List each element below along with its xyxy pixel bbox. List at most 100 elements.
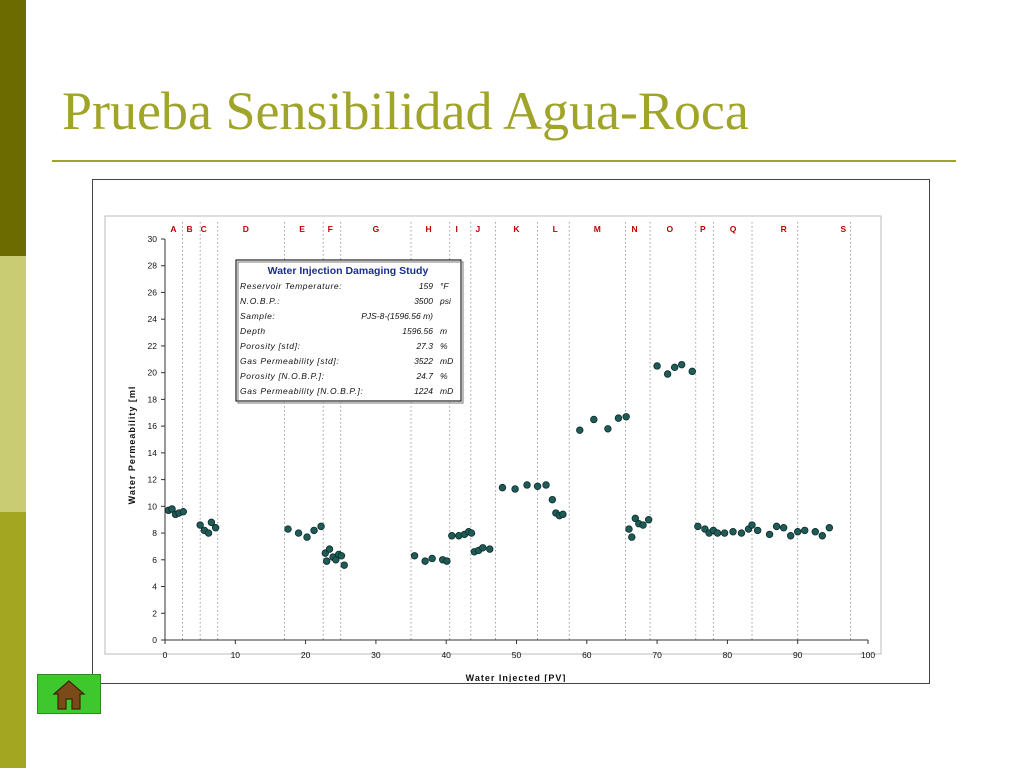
x-tick-label: 90 xyxy=(793,650,803,660)
y-tick-label: 8 xyxy=(152,528,157,538)
y-tick-label: 30 xyxy=(148,234,158,244)
data-point xyxy=(678,360,686,369)
x-tick-label: 80 xyxy=(723,650,733,660)
data-point xyxy=(772,522,781,531)
data-point xyxy=(644,516,653,524)
stage-label: F xyxy=(328,224,333,234)
data-point xyxy=(303,533,311,541)
plot-border xyxy=(104,215,882,655)
data-point xyxy=(511,485,519,493)
info-row-label: Porosity [N.O.B.P.]: xyxy=(240,371,325,381)
info-row-unit: psi xyxy=(439,296,452,306)
title-divider xyxy=(52,160,956,162)
stage-label: C xyxy=(201,224,207,234)
info-row-unit: % xyxy=(440,371,448,381)
info-box-rows: Reservoir Temperature: 159 °F N.O.B.P.: 3500… xyxy=(240,281,453,396)
y-tick-label: 10 xyxy=(148,501,158,511)
data-point xyxy=(590,415,598,424)
y-tick-label: 12 xyxy=(148,475,158,485)
y-tick-label: 28 xyxy=(148,261,158,271)
x-tick-label: 100 xyxy=(861,650,875,660)
data-point xyxy=(533,482,542,490)
data-point xyxy=(168,505,176,513)
stage-label: B xyxy=(187,224,193,234)
data-points xyxy=(164,360,834,569)
data-point xyxy=(410,552,419,560)
info-box-title: Water Injection Damaging Study xyxy=(268,265,429,277)
stage-label: P xyxy=(700,224,706,234)
data-point xyxy=(779,524,788,532)
stage-label: O xyxy=(666,224,673,234)
y-tick-label: 0 xyxy=(152,635,157,645)
chart-frame: 0 2 4 6 8 10 12 14 16 18 20 22 24 26 28 30 0 10 20 30 40 50 60… xyxy=(92,179,930,684)
data-point xyxy=(542,481,550,489)
data-point xyxy=(196,521,204,529)
data-point xyxy=(421,557,429,565)
data-point xyxy=(310,526,318,535)
y-tick-label: 6 xyxy=(152,555,157,565)
info-row-unit: % xyxy=(440,341,448,351)
info-row-value: 27.3 xyxy=(415,341,433,351)
y-tick-label: 16 xyxy=(148,421,158,431)
home-button[interactable] xyxy=(37,674,101,714)
data-point xyxy=(720,529,729,537)
stage-label: R xyxy=(781,224,787,234)
y-tick-label: 18 xyxy=(148,394,158,404)
data-point xyxy=(604,425,612,433)
y-tick-label: 20 xyxy=(148,368,158,378)
info-row-label: Sample: xyxy=(240,311,275,321)
y-tick-label: 26 xyxy=(148,287,158,297)
stage-label: E xyxy=(299,224,305,234)
x-tick-label: 40 xyxy=(441,650,451,660)
data-point xyxy=(443,557,451,565)
x-tick-label: 30 xyxy=(371,650,381,660)
info-row-value: 1224 xyxy=(414,386,433,396)
data-point xyxy=(204,529,213,537)
info-row-label: Porosity [std]: xyxy=(240,341,301,351)
data-point xyxy=(322,557,331,565)
data-point xyxy=(179,507,187,516)
data-point xyxy=(614,414,623,422)
data-point xyxy=(294,529,303,537)
data-point xyxy=(670,363,679,372)
data-point xyxy=(818,532,827,540)
info-row-value: 1596.56 xyxy=(402,326,433,336)
data-point xyxy=(559,510,567,519)
data-point xyxy=(548,495,557,504)
stage-label: S xyxy=(841,224,847,234)
info-row-unit: °F xyxy=(440,281,449,291)
data-point xyxy=(467,529,476,537)
data-point xyxy=(713,529,722,537)
x-tick-label: 20 xyxy=(301,650,311,660)
data-point xyxy=(737,529,746,537)
data-point xyxy=(448,532,456,540)
data-point xyxy=(628,533,636,541)
data-point xyxy=(479,544,487,552)
stage-label: A xyxy=(170,224,176,234)
data-point xyxy=(340,561,348,569)
info-row-unit: m xyxy=(440,326,447,336)
data-point xyxy=(753,526,762,535)
info-box: Water Injection Damaging Study Reservoir… xyxy=(235,259,464,404)
data-point xyxy=(694,522,702,531)
side-band-middle xyxy=(0,256,26,512)
info-row-unit: mD xyxy=(440,386,453,396)
y-tick-label: 22 xyxy=(148,341,158,351)
x-tick-label: 50 xyxy=(512,650,522,660)
data-point xyxy=(631,514,640,523)
x-tick-label: 70 xyxy=(652,650,662,660)
info-row-label: Reservoir Temperature: xyxy=(240,281,342,291)
data-point xyxy=(576,426,584,434)
data-point xyxy=(325,545,334,553)
stage-label: G xyxy=(373,224,380,234)
home-icon xyxy=(52,680,86,710)
data-point xyxy=(625,525,633,533)
data-point xyxy=(428,554,436,563)
info-row-label: Depth xyxy=(240,326,266,336)
y-tick-label: 24 xyxy=(148,314,158,324)
data-point xyxy=(207,518,216,527)
stage-label: H xyxy=(426,224,432,234)
x-tick-label: 10 xyxy=(231,650,241,660)
